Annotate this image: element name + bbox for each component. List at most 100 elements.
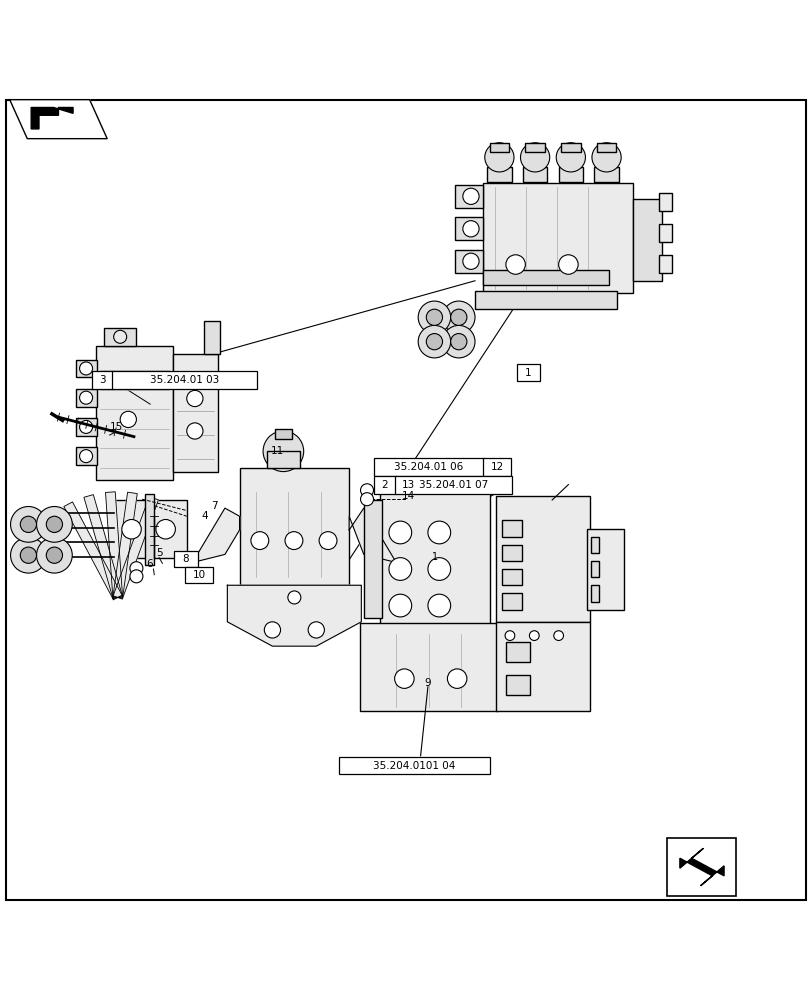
Circle shape xyxy=(46,547,62,563)
Text: 35.204.01 03: 35.204.01 03 xyxy=(149,375,219,385)
Circle shape xyxy=(442,325,474,358)
Circle shape xyxy=(79,362,92,375)
Bar xyxy=(454,185,483,208)
Circle shape xyxy=(529,631,539,640)
Text: 35.204.0101 04: 35.204.0101 04 xyxy=(373,761,455,771)
Polygon shape xyxy=(84,495,122,599)
Polygon shape xyxy=(113,492,137,598)
Circle shape xyxy=(46,516,62,532)
Polygon shape xyxy=(113,497,158,599)
Bar xyxy=(204,321,220,354)
Circle shape xyxy=(263,431,303,472)
Bar xyxy=(487,167,511,182)
Circle shape xyxy=(11,537,46,573)
Bar xyxy=(173,354,217,472)
Bar xyxy=(594,167,618,182)
Circle shape xyxy=(462,253,478,269)
Text: 5: 5 xyxy=(156,548,162,558)
Text: 15: 15 xyxy=(109,422,122,432)
Bar xyxy=(505,675,530,695)
Bar xyxy=(174,551,198,567)
Circle shape xyxy=(388,594,411,617)
Bar xyxy=(586,529,623,610)
Circle shape xyxy=(450,334,466,350)
Circle shape xyxy=(79,420,92,433)
Circle shape xyxy=(388,558,411,580)
Polygon shape xyxy=(105,492,122,598)
Bar xyxy=(667,838,736,896)
Circle shape xyxy=(287,591,300,604)
Circle shape xyxy=(36,506,72,542)
Bar xyxy=(373,476,396,494)
Circle shape xyxy=(447,669,466,688)
Text: 35.204.01 07: 35.204.01 07 xyxy=(418,480,487,490)
Polygon shape xyxy=(10,100,107,139)
Text: 13: 13 xyxy=(401,480,414,490)
Circle shape xyxy=(426,334,442,350)
Circle shape xyxy=(156,519,175,539)
Bar xyxy=(380,492,489,626)
Text: 12: 12 xyxy=(490,462,503,472)
Bar xyxy=(75,418,97,436)
Bar xyxy=(496,622,589,711)
Circle shape xyxy=(307,622,324,638)
Bar xyxy=(596,143,616,152)
Circle shape xyxy=(20,547,36,563)
Bar xyxy=(112,371,256,389)
Bar xyxy=(483,183,633,293)
Text: 6: 6 xyxy=(146,559,152,569)
Bar xyxy=(454,250,483,273)
Bar xyxy=(373,458,483,476)
Bar xyxy=(489,143,508,152)
Bar xyxy=(92,371,113,389)
Circle shape xyxy=(462,221,478,237)
Bar xyxy=(359,623,497,711)
Bar xyxy=(267,451,299,468)
Circle shape xyxy=(120,411,136,428)
Circle shape xyxy=(114,330,127,343)
Circle shape xyxy=(187,423,203,439)
Bar xyxy=(517,364,539,381)
Bar xyxy=(239,468,349,585)
Circle shape xyxy=(388,521,411,544)
Bar xyxy=(75,360,97,377)
Circle shape xyxy=(556,143,585,172)
Text: 1: 1 xyxy=(431,552,438,562)
Circle shape xyxy=(553,631,563,640)
Bar xyxy=(474,291,616,309)
Polygon shape xyxy=(227,585,361,646)
Bar xyxy=(590,585,599,601)
Circle shape xyxy=(418,325,450,358)
Text: 7: 7 xyxy=(211,501,217,511)
Circle shape xyxy=(427,521,450,544)
Circle shape xyxy=(426,309,442,325)
Text: 8: 8 xyxy=(182,554,189,564)
Circle shape xyxy=(462,188,478,204)
Bar xyxy=(501,545,521,561)
Text: 10: 10 xyxy=(192,570,205,580)
Bar xyxy=(496,496,589,622)
Circle shape xyxy=(130,562,143,575)
Bar xyxy=(501,569,521,585)
Circle shape xyxy=(450,309,466,325)
Bar xyxy=(633,199,661,281)
Bar xyxy=(396,468,424,477)
Circle shape xyxy=(427,558,450,580)
Text: 1: 1 xyxy=(525,368,531,378)
Circle shape xyxy=(79,391,92,404)
Circle shape xyxy=(187,390,203,407)
Circle shape xyxy=(442,301,474,334)
Circle shape xyxy=(505,255,525,274)
Circle shape xyxy=(130,570,143,583)
Bar xyxy=(395,476,511,494)
Circle shape xyxy=(122,519,141,539)
Circle shape xyxy=(484,143,513,172)
Bar xyxy=(560,143,580,152)
Bar xyxy=(96,346,173,480)
Bar xyxy=(659,255,671,273)
Bar xyxy=(558,167,582,182)
Bar xyxy=(388,477,432,492)
Text: 35.204.01 06: 35.204.01 06 xyxy=(393,462,463,472)
Circle shape xyxy=(558,255,577,274)
Bar xyxy=(75,447,97,465)
